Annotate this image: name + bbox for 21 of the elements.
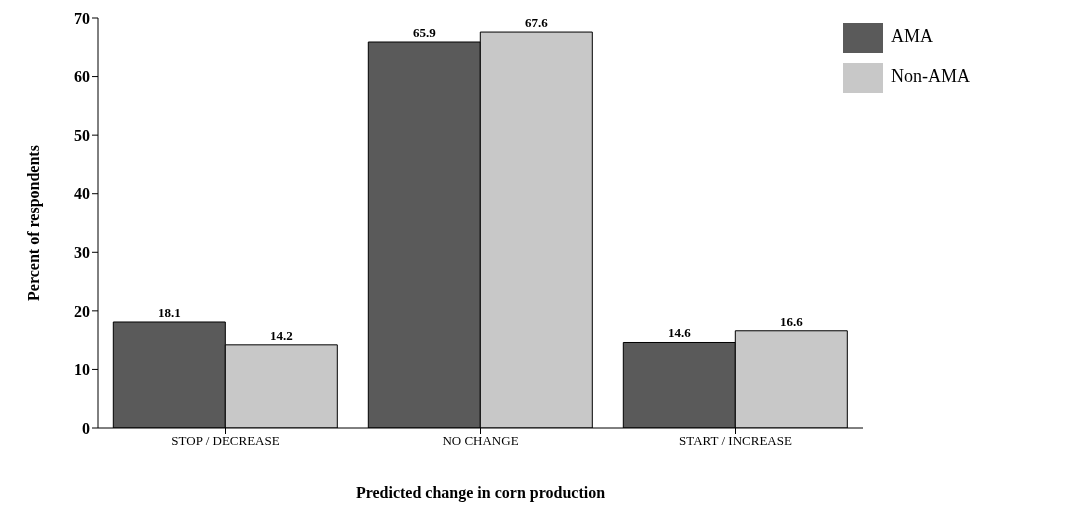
data-label: 18.1 <box>157 304 181 320</box>
data-label: 16.6 <box>779 313 804 329</box>
x-tick-label: NO CHANGE <box>442 433 519 449</box>
data-label: 65.9 <box>412 25 437 41</box>
legend-label: Non-AMA <box>891 65 970 86</box>
data-label: 14.2 <box>269 327 293 343</box>
y-tick-label: 70 <box>74 9 90 27</box>
y-tick-label: 20 <box>74 302 90 320</box>
y-tick-label: 50 <box>74 126 90 144</box>
data-label: 14.6 <box>667 325 692 341</box>
x-axis-title: Predicted change in corn production <box>355 484 606 502</box>
y-tick-label: 30 <box>74 243 90 261</box>
y-axis-title: Percent of respondents <box>24 145 43 301</box>
y-tick-label: 10 <box>74 361 90 379</box>
legend-label: AMA <box>891 25 934 46</box>
y-tick-label: 40 <box>74 185 90 203</box>
x-tick-label: START / INCREASE <box>679 433 792 449</box>
y-tick-label: 60 <box>74 68 90 86</box>
y-tick-label: 0 <box>82 419 90 437</box>
x-tick-label: STOP / DECREASE <box>171 433 280 449</box>
data-label: 67.6 <box>524 15 549 31</box>
